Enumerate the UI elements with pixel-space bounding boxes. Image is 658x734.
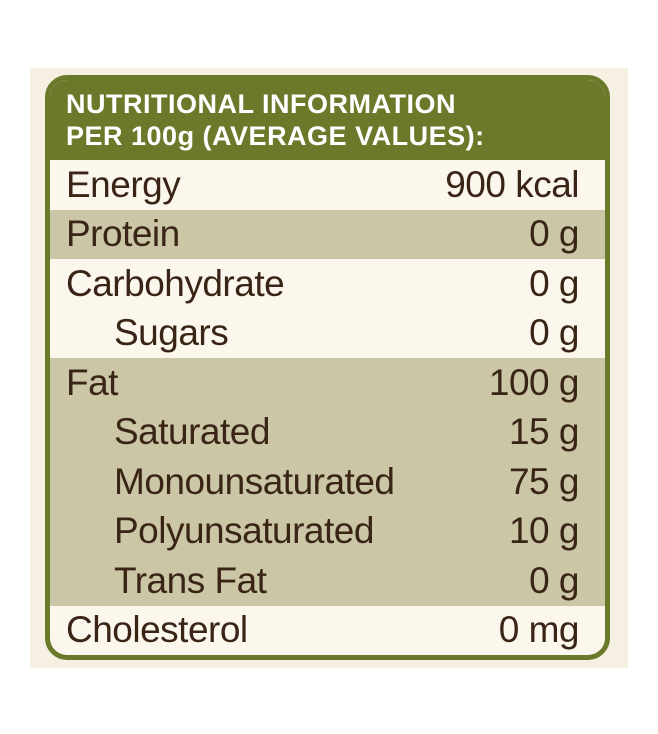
nutrient-row: Fat 100 g	[50, 358, 605, 408]
nutrient-value: 0 g	[529, 262, 579, 304]
nutrient-label: Energy	[66, 163, 181, 205]
nutrient-label: Trans Fat	[114, 559, 267, 601]
nutrient-value: 75 g	[508, 460, 580, 502]
nutrient-label: Sugars	[114, 312, 229, 354]
nutrition-label: NUTRITIONAL INFORMATION PER 100g (AVERAG…	[45, 75, 610, 660]
nutrient-label: Fat	[66, 361, 118, 403]
nutrient-group: Fat 100 g Saturated 15 g Monounsaturated 75 g…	[50, 358, 605, 606]
nutrient-value: 900 kcal	[445, 163, 579, 205]
nutrient-value: 10 g	[508, 510, 580, 552]
nutrient-value: 0 g	[529, 312, 579, 354]
header-line: NUTRITIONAL INFORMATION	[66, 89, 456, 119]
nutrient-value: 0 g	[529, 559, 579, 601]
nutrient-row: Cholesterol 0 mg	[50, 606, 605, 656]
nutrient-row: Energy 900 kcal	[50, 160, 605, 210]
sub-nutrient-row: Monounsaturated 75 g	[50, 457, 605, 507]
sub-nutrient-row: Polyunsaturated 10 g	[50, 507, 605, 557]
sub-nutrient-row: Sugars 0 g	[50, 309, 605, 359]
sub-nutrient-row: Saturated 15 g	[50, 408, 605, 458]
nutrient-row: Protein 0 g	[50, 210, 605, 260]
nutrient-label: Protein	[66, 213, 180, 255]
nutrient-row: Carbohydrate 0 g	[50, 259, 605, 309]
label-header: NUTRITIONAL INFORMATION PER 100g (AVERAG…	[50, 80, 605, 160]
nutrient-group: Carbohydrate 0 g Sugars 0 g	[50, 259, 605, 358]
nutrient-label: Saturated	[114, 411, 270, 453]
nutrient-label: Cholesterol	[66, 609, 248, 651]
nutrient-label: Monounsaturated	[114, 460, 395, 502]
nutrient-group: Energy 900 kcal	[50, 160, 605, 210]
nutrient-value: 100 g	[488, 361, 580, 403]
nutrient-group: Cholesterol 0 mg	[50, 606, 605, 656]
sub-nutrient-row: Trans Fat 0 g	[50, 556, 605, 606]
nutrient-value: 0 mg	[498, 609, 580, 651]
nutrient-label: Polyunsaturated	[114, 510, 374, 552]
nutrient-group: Protein 0 g	[50, 209, 605, 260]
nutrient-value: 15 g	[508, 411, 580, 453]
nutrient-value: 0 g	[529, 213, 579, 255]
nutrient-label: Carbohydrate	[66, 262, 285, 304]
header-line: PER 100g (AVERAGE VALUES):	[66, 121, 485, 151]
